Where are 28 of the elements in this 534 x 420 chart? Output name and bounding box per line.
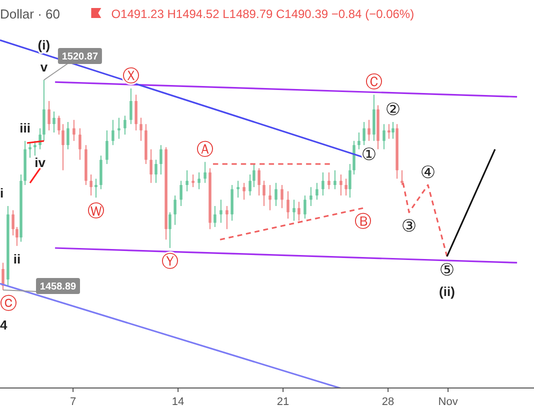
x-tick-label: 21 (276, 396, 290, 408)
annotation: Ⓧ (122, 66, 140, 86)
annotation: 4 (0, 318, 8, 333)
annotation: Ⓒ (365, 72, 382, 93)
annotation: (i) (38, 38, 50, 53)
chart-title: Dollar · 60 (0, 6, 60, 22)
annotation: (ii) (439, 284, 455, 299)
annotation: Ⓐ (196, 140, 214, 160)
annotation: 1458.89 (40, 282, 77, 292)
x-tick-label: 7 (70, 396, 76, 408)
annotation: ④ (420, 162, 436, 183)
x-tick-label: 14 (172, 396, 184, 408)
annotation: ① (361, 144, 377, 165)
x-tick-label: Nov (438, 396, 458, 408)
annotation: ⑤ (439, 260, 455, 280)
annotation: ② (385, 100, 401, 120)
annotation: ⓒ (0, 294, 17, 314)
annotation: Ⓑ (354, 212, 372, 232)
annotation: ii (13, 251, 21, 266)
annotation: i (0, 186, 4, 201)
annotation: Ⓦ (88, 202, 104, 222)
annotation: Ⓨ (161, 252, 178, 272)
annotation: iii (20, 120, 30, 136)
annotation: v (40, 60, 48, 75)
text: O1491.23 H1494.52 L1489.79 C1490.39 −0.84 (−0.06%) (111, 7, 414, 22)
annotation: 1520.87 (62, 52, 98, 62)
annotation: ③ (401, 216, 417, 236)
x-tick-label: 28 (382, 396, 394, 408)
